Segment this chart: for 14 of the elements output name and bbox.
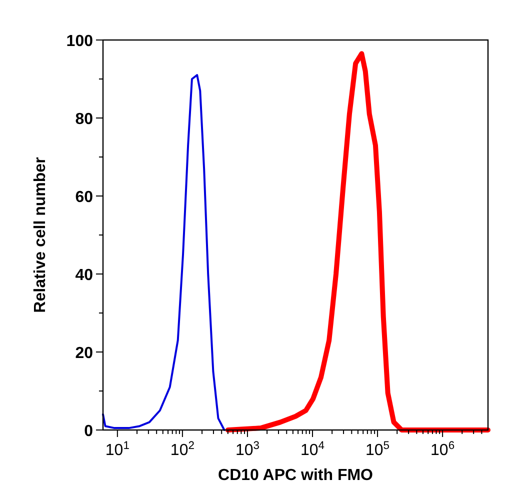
y-tick-label: 20	[75, 345, 94, 362]
x-tick-label: 10$^{1}$	[105, 440, 130, 459]
x-tick-label: 10$^{5}$	[366, 440, 390, 459]
y-axis-title: Relative cell number	[32, 157, 49, 313]
y-tick-label: 0	[84, 423, 94, 440]
y-tick-label: 40	[75, 267, 94, 284]
y-tick-label: 100	[66, 33, 94, 50]
x-tick-label: 10$^{4}$	[300, 440, 325, 459]
x-tick-label: 10$^{3}$	[235, 440, 260, 459]
x-tick-label: 10$^{6}$	[430, 440, 455, 459]
x-tick-label: 10$^{2}$	[170, 440, 194, 459]
y-tick-label: 80	[75, 111, 94, 128]
y-tick-label: 60	[75, 189, 94, 206]
x-axis-title: CD10 APC with FMO	[218, 467, 373, 484]
